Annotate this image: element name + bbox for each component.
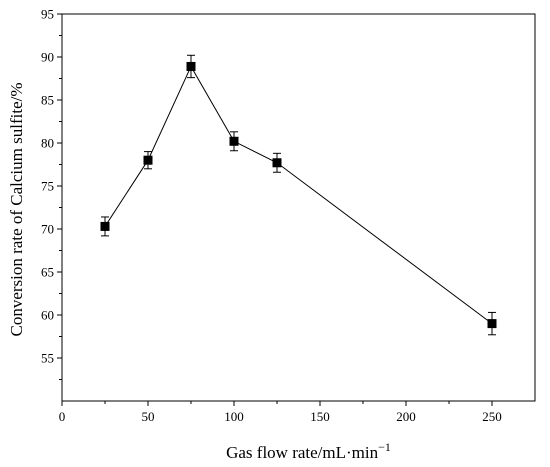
y-tick-label: 80 [41,136,54,151]
x-tick-label: 250 [482,409,502,424]
y-tick-label: 75 [41,179,54,194]
y-tick-label: 85 [41,93,54,108]
data-point [100,221,110,231]
y-tick-label: 90 [41,50,54,65]
data-point [143,155,153,165]
y-axis-ticks: 55 60 65 70 75 80 85 90 95 [41,7,62,380]
data-point [487,319,497,329]
x-tick-label: 0 [59,409,66,424]
y-tick-label: 65 [41,265,54,280]
x-axis-title: Gas flow rate/mL·min−1 [226,440,391,462]
y-tick-label: 55 [41,351,54,366]
y-tick-label: 60 [41,308,54,323]
data-series [100,54,497,336]
plot-border [61,13,536,402]
x-tick-label: 150 [310,409,330,424]
x-tick-label: 200 [396,409,416,424]
x-axis-title-superscript: −1 [378,440,391,454]
y-axis-title: Conversion rate of Calcium sulfite/% [7,83,26,337]
x-axis-title-main: Gas flow rate/mL·min [226,443,379,462]
data-point [229,136,239,146]
y-tick-label: 70 [41,222,54,237]
data-point [186,61,196,71]
x-axis-ticks: 0 50 100 150 200 250 [59,401,502,424]
x-tick-label: 100 [224,409,244,424]
y-tick-label: 95 [41,7,54,22]
x-tick-label: 50 [142,409,155,424]
data-point [272,158,282,168]
plot-frame [61,13,536,402]
series-line [104,65,493,325]
